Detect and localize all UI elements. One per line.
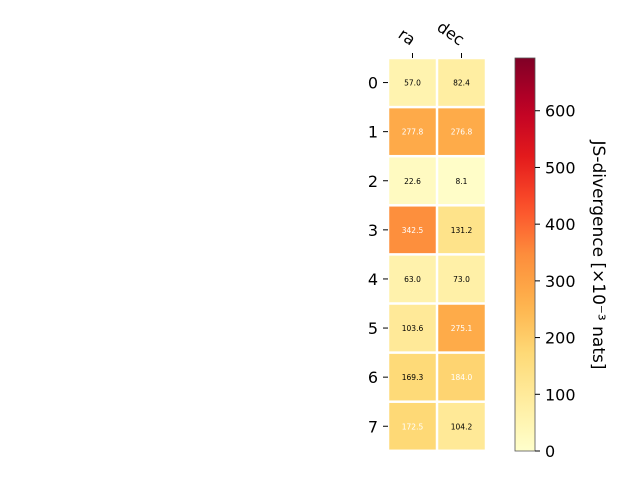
heatmap-cells: 57.0 82.4 277.8 276.8 22.6 8.1 342.5 131.2 63.0 7… bbox=[389, 59, 485, 450]
colorbar-tick-label: 0 bbox=[545, 442, 555, 461]
cell-label-0-dec: 82.4 bbox=[453, 79, 470, 88]
cell-label-6-dec: 184.0 bbox=[451, 373, 473, 382]
heatmap-cell-7-ra bbox=[389, 402, 436, 450]
column-axis: ra dec bbox=[395, 17, 468, 58]
row-tick-label: 3 bbox=[368, 221, 378, 240]
colorbar-tick-label: 500 bbox=[545, 158, 576, 177]
colorbar-tick-label: 200 bbox=[545, 329, 576, 348]
row-tick-label: 5 bbox=[368, 319, 378, 338]
cell-label-2-dec: 8.1 bbox=[456, 177, 468, 186]
colorbar-label: JS-divergence [×10⁻³ nats] bbox=[588, 140, 608, 370]
heatmap-cell-3-dec bbox=[438, 206, 485, 254]
cell-label-4-ra: 63.0 bbox=[404, 275, 421, 284]
colorbar-tick-label: 400 bbox=[545, 215, 576, 234]
colorbar: 0 100 200 300 400 500 600 bbox=[514, 57, 576, 461]
row-tick-label: 7 bbox=[368, 417, 378, 436]
cell-label-5-dec: 275.1 bbox=[451, 324, 473, 333]
heatmap-cell-3-ra bbox=[389, 206, 436, 254]
colorbar-gradient bbox=[514, 57, 536, 452]
heatmap-cell-6-dec bbox=[438, 353, 485, 401]
heatmap-cell-0-dec bbox=[438, 59, 485, 106]
heatmap-cell-4-dec bbox=[438, 255, 485, 303]
cell-label-0-ra: 57.0 bbox=[404, 79, 421, 88]
heatmap-cell-4-ra bbox=[389, 255, 436, 303]
row-tick-label: 6 bbox=[368, 368, 378, 387]
heatmap-cell-5-ra bbox=[389, 304, 436, 352]
heatmap-cell-1-ra bbox=[389, 108, 436, 155]
heatmap-cell-1-dec bbox=[438, 108, 485, 155]
cell-label-2-ra: 22.6 bbox=[404, 177, 421, 186]
row-tick-label: 0 bbox=[368, 74, 378, 93]
cell-label-7-ra: 172.5 bbox=[402, 422, 424, 431]
colorbar-tick-label: 300 bbox=[545, 272, 576, 291]
row-tick-label: 4 bbox=[368, 270, 378, 289]
colorbar-tick-label: 100 bbox=[545, 385, 576, 404]
row-tick-label: 1 bbox=[368, 123, 378, 142]
colorbar-tick-label: 600 bbox=[545, 102, 576, 121]
cell-label-6-ra: 169.3 bbox=[402, 373, 424, 382]
heatmap-cell-5-dec bbox=[438, 304, 485, 352]
cell-label-5-ra: 103.6 bbox=[402, 324, 424, 333]
column-tick-label: dec bbox=[434, 17, 468, 49]
cell-label-4-dec: 73.0 bbox=[453, 275, 470, 284]
heatmap-cell-7-dec bbox=[438, 402, 485, 450]
cell-label-1-ra: 277.8 bbox=[402, 128, 424, 137]
column-tick-label: ra bbox=[395, 24, 419, 49]
heatmap-cell-6-ra bbox=[389, 353, 436, 401]
heatmap-cell-0-ra bbox=[389, 59, 436, 106]
heatmap-cell-2-dec bbox=[438, 157, 485, 205]
cell-label-7-dec: 104.2 bbox=[451, 422, 473, 431]
cell-label-3-ra: 342.5 bbox=[402, 226, 424, 235]
row-tick-label: 2 bbox=[368, 172, 378, 191]
row-axis: 0 1 2 3 4 5 6 7 bbox=[368, 74, 388, 436]
cell-label-3-dec: 131.2 bbox=[451, 226, 473, 235]
heatmap-cell-2-ra bbox=[389, 157, 436, 205]
cell-label-1-dec: 276.8 bbox=[451, 128, 473, 137]
